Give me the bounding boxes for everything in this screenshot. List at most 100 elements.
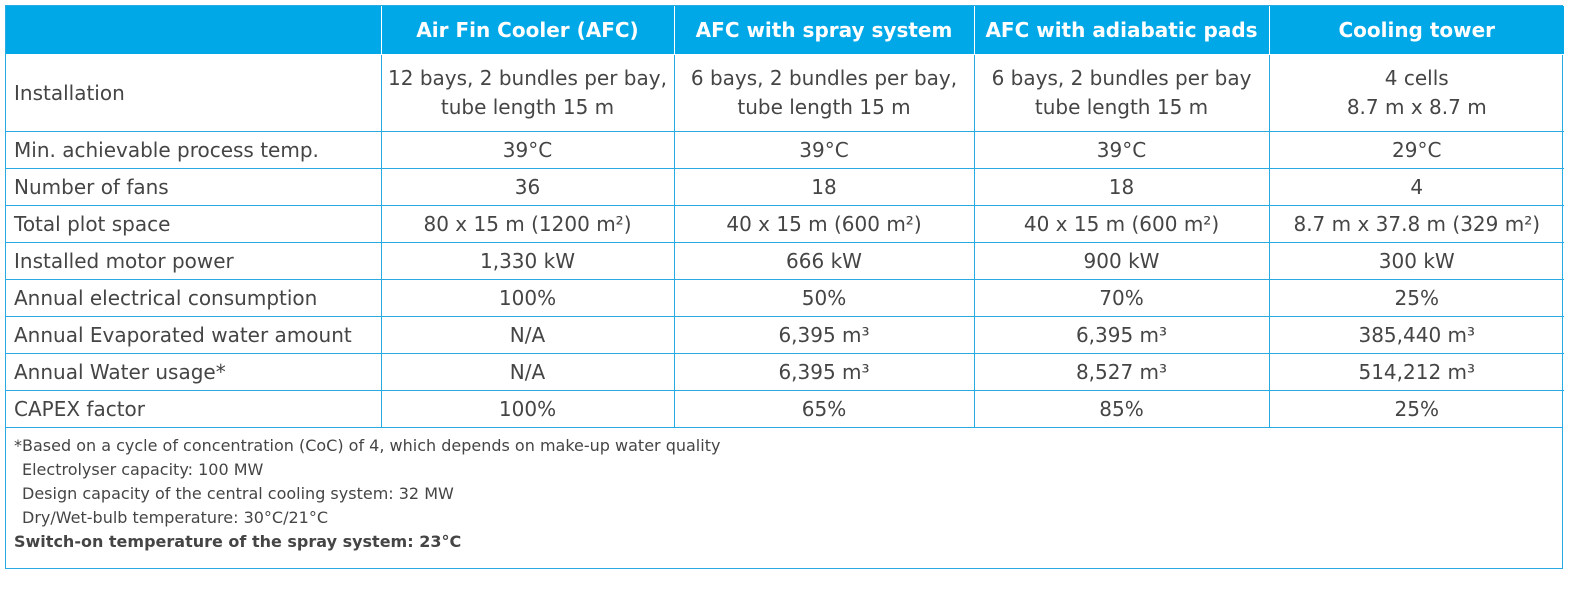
table-cell: 900 kW [973, 242, 1270, 280]
cell-line: 4 [1410, 174, 1424, 199]
cell-line: 25% [1394, 285, 1439, 310]
cell-line: 85% [1099, 396, 1144, 421]
row-label: CAPEX factor [6, 390, 382, 427]
table-cell: N/A [380, 316, 675, 354]
table-cell: 100% [380, 279, 675, 317]
cell-line: 8.7 m x 37.8 m (329 m²) [1293, 211, 1541, 236]
row-label: Total plot space [6, 205, 382, 243]
table-cell: 4 [1268, 168, 1564, 206]
cell-line: 666 kW [786, 248, 862, 273]
row-label: Min. achievable process temp. [6, 131, 382, 169]
cell-line: Annual Water usage* [14, 359, 226, 384]
cell-line: 8.7 m x 8.7 m [1346, 95, 1487, 119]
table-row: Installation 12 bays, 2 bundles per bay, t… [6, 54, 1564, 132]
table-cell: 39°C [973, 131, 1270, 169]
row-label: Annual electrical consumption [6, 279, 382, 317]
cell-line: Annual Evaporated water amount [14, 322, 352, 347]
table-cell: 6,395 m³ [673, 353, 975, 391]
cell-line: 70% [1099, 285, 1144, 310]
cell-line: Total plot space [14, 211, 171, 236]
footnote-line: Electrolyser capacity: 100 MW [22, 460, 264, 479]
table-cell: N/A [380, 353, 675, 391]
footnote-line: Design capacity of the central cooling s… [22, 484, 454, 503]
header-cell: Cooling tower [1268, 6, 1564, 55]
cell-line: 6,395 m³ [778, 322, 870, 347]
cell-line: 1,330 kW [480, 248, 575, 273]
cell-line: N/A [509, 322, 546, 347]
header-cell: AFC with spray system [673, 6, 975, 55]
table-cell: 1,330 kW [380, 242, 675, 280]
table-cell: 12 bays, 2 bundles per bay, tube length 1… [380, 54, 675, 132]
table-cell: 25% [1268, 390, 1564, 427]
cell-line: 8,527 m³ [1075, 359, 1168, 384]
table: Air Fin Cooler (AFC) AFC with spray syste… [6, 6, 1564, 427]
cell-line: 39°C [502, 137, 553, 162]
header-cell: Air Fin Cooler (AFC) [380, 6, 675, 55]
cell-line: 29°C [1392, 137, 1442, 162]
table-row: Number of fans 36 18 18 4 [6, 168, 1564, 206]
cell-line: 39°C [1096, 137, 1147, 162]
cell-line: 25% [1394, 396, 1439, 421]
table-cell: 18 [973, 168, 1270, 206]
table-cell: 25% [1268, 279, 1564, 317]
table-cell: 36 [380, 168, 675, 206]
table-cell: 50% [673, 279, 975, 317]
cell-line: Installation [14, 80, 125, 105]
footnote-line: Switch-on temperature of the spray syste… [14, 532, 462, 551]
table-cell: 8.7 m x 37.8 m (329 m²) [1268, 205, 1564, 243]
table-row: Annual Evaporated water amount N/A 6,395 m… [6, 316, 1564, 354]
cell-line: 12 bays, 2 bundles per bay, [388, 66, 667, 90]
cell-line: 50% [801, 285, 847, 310]
table-cell: 40 x 15 m (600 m²) [673, 205, 975, 243]
table-cell: 6,395 m³ [973, 316, 1270, 354]
cell-line: 65% [801, 396, 847, 421]
footnote-line: *Based on a cycle of concentration (CoC)… [14, 436, 721, 455]
row-label: Annual Evaporated water amount [6, 316, 382, 354]
row-label: Annual Water usage* [6, 353, 382, 391]
cell-line: tube length 15 m [440, 95, 615, 119]
table-cell: 85% [973, 390, 1270, 427]
cell-line: 36 [514, 174, 541, 199]
table-cell: 8,527 m³ [973, 353, 1270, 391]
cell-line: CAPEX factor [14, 396, 145, 421]
cell-line: 900 kW [1083, 248, 1160, 273]
header-cell [6, 6, 382, 55]
cell-line: 40 x 15 m (600 m²) [1023, 211, 1220, 236]
cell-line: 300 kW [1378, 248, 1455, 273]
comparison-table: Air Fin Cooler (AFC) AFC with spray syste… [5, 5, 1564, 569]
table-cell: 300 kW [1268, 242, 1564, 280]
cell-line: Number of fans [14, 174, 169, 199]
cell-line: 18 [1108, 174, 1135, 199]
table-row: Annual Water usage* N/A 6,395 m³ 8,527 m³ 51… [6, 353, 1564, 391]
table-row: Total plot space 80 x 15 m (1200 m²) 40 x … [6, 205, 1564, 243]
row-label: Installation [6, 54, 382, 132]
table-cell: 80 x 15 m (1200 m²) [380, 205, 675, 243]
table-cell: 29°C [1268, 131, 1564, 169]
cell-line: 80 x 15 m (1200 m²) [423, 211, 632, 236]
table-cell: 666 kW [673, 242, 975, 280]
table-cell: 39°C [673, 131, 975, 169]
cell-line: Min. achievable process temp. [14, 137, 319, 162]
table-cell: 39°C [380, 131, 675, 169]
table-cell: 70% [973, 279, 1270, 317]
cell-line: N/A [509, 359, 546, 384]
cell-line: 100% [498, 396, 557, 421]
cell-line: 6 bays, 2 bundles per bay, [690, 66, 958, 90]
table-cell: 4 cells 8.7 m x 8.7 m [1268, 54, 1564, 132]
table-row: CAPEX factor 100% 65% 85% 25% [6, 390, 1564, 427]
cell-line: tube length 15 m [737, 95, 911, 119]
cell-line: 6,395 m³ [778, 359, 870, 384]
cell-line: 100% [498, 285, 557, 310]
table-cell: 18 [673, 168, 975, 206]
table-cell: 100% [380, 390, 675, 427]
table-cell: 6 bays, 2 bundles per bay, tube length 15… [673, 54, 975, 132]
cell-line: 40 x 15 m (600 m²) [726, 211, 922, 236]
header-cell: AFC with adiabatic pads [973, 6, 1270, 55]
table-cell: 514,212 m³ [1268, 353, 1564, 391]
cell-line: Annual electrical consumption [14, 285, 318, 310]
row-label: Installed motor power [6, 242, 382, 280]
footnotes: *Based on a cycle of concentration (CoC)… [6, 427, 1562, 568]
cell-line: 514,212 m³ [1358, 359, 1476, 384]
table-row: Installed motor power 1,330 kW 666 kW 900 k… [6, 242, 1564, 280]
